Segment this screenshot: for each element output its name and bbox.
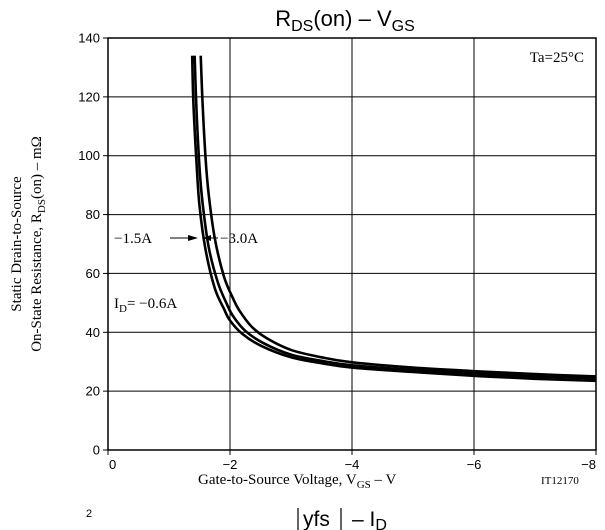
- next-chart-title-yfs: yfs: [303, 508, 330, 530]
- next-chart-title-id: – ID: [352, 508, 387, 530]
- y-tick-label: 80: [86, 207, 100, 222]
- series-line-3: [199, 55, 597, 378]
- y-tick-label: 20: [86, 384, 100, 399]
- arrow-left-icon: [203, 235, 218, 241]
- y-axis-label: Static Drain-to-Source On-State Resistan…: [9, 136, 48, 352]
- x-tick-label: −4: [345, 457, 360, 472]
- x-tick-label: −8: [581, 457, 596, 472]
- y-tick-label: 0: [93, 443, 100, 458]
- y-axis-label-line2: On-State Resistance, RDS(on) – mΩ: [29, 136, 48, 352]
- series-label-1-5a: −1.5A: [114, 231, 152, 247]
- y-tick-label: 40: [86, 325, 100, 340]
- chart-title: RDS(on) – VGS: [275, 6, 415, 35]
- y-tick-label: 120: [78, 89, 100, 104]
- x-tick-label: 0: [109, 457, 116, 472]
- figure-code: IT12170: [541, 475, 579, 487]
- y-tick-label: 60: [86, 266, 100, 281]
- next-chart-partial-digit: 2: [86, 508, 92, 520]
- grid: [108, 38, 596, 450]
- next-chart-title: yfs – ID: [297, 508, 387, 530]
- curves: [190, 55, 597, 383]
- series-line-1: [190, 55, 597, 383]
- arrow-right-icon: [170, 235, 198, 241]
- y-tick-label: 100: [78, 148, 100, 163]
- series-line-2: [193, 55, 597, 380]
- y-tick-labels: 0 20 40 60 80 100 120 140: [78, 31, 108, 458]
- y-tick-label: 140: [78, 31, 100, 46]
- series-label-3-0a: −3.0A: [220, 231, 258, 247]
- x-tick-labels: 0 −2 −4 −6 −8: [107, 450, 597, 472]
- x-axis-label: Gate-to-Source Voltage, VGS – V: [198, 472, 397, 491]
- y-axis-label-line1: Static Drain-to-Source: [9, 176, 25, 312]
- x-tick-label: −6: [467, 457, 482, 472]
- temperature-annotation: Ta=25°C: [530, 50, 584, 66]
- x-tick-label: −2: [223, 457, 238, 472]
- series-label-id-0-6a: ID= −0.6A: [114, 296, 177, 315]
